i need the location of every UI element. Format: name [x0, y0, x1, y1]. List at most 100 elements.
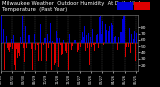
- Bar: [85, 43, 86, 51]
- Bar: [53, 43, 54, 44]
- Bar: [40, 24, 41, 43]
- Bar: [43, 43, 44, 45]
- Bar: [63, 40, 64, 43]
- Bar: [34, 34, 35, 43]
- Bar: [19, 43, 20, 56]
- Bar: [81, 40, 82, 43]
- Bar: [60, 43, 61, 45]
- Bar: [71, 43, 72, 50]
- Bar: [56, 31, 57, 43]
- Bar: [113, 43, 114, 61]
- Bar: [46, 43, 47, 62]
- Bar: [14, 43, 15, 65]
- Bar: [36, 33, 37, 43]
- Bar: [7, 43, 8, 48]
- Bar: [108, 31, 109, 43]
- Bar: [28, 35, 29, 43]
- Bar: [26, 43, 27, 48]
- Bar: [59, 38, 60, 43]
- Bar: [80, 43, 81, 47]
- Bar: [79, 35, 80, 43]
- Bar: [130, 43, 131, 53]
- Bar: [5, 39, 6, 43]
- Bar: [124, 16, 125, 43]
- Bar: [123, 16, 124, 43]
- Bar: [35, 43, 36, 50]
- Bar: [22, 16, 23, 43]
- Bar: [13, 35, 14, 43]
- Bar: [66, 43, 67, 53]
- Bar: [44, 38, 45, 43]
- Bar: [114, 37, 115, 43]
- Bar: [74, 39, 75, 43]
- Bar: [135, 43, 136, 61]
- Bar: [78, 43, 79, 50]
- Bar: [62, 43, 63, 54]
- Bar: [6, 36, 7, 43]
- Bar: [9, 43, 10, 52]
- Bar: [98, 43, 99, 48]
- Bar: [126, 43, 127, 47]
- Bar: [20, 37, 21, 43]
- Bar: [67, 43, 68, 58]
- Bar: [25, 26, 26, 43]
- Bar: [68, 43, 69, 70]
- Bar: [30, 43, 31, 68]
- Bar: [17, 43, 18, 58]
- Bar: [87, 43, 88, 48]
- Bar: [10, 43, 11, 47]
- Bar: [69, 34, 70, 43]
- Bar: [99, 17, 100, 43]
- Bar: [8, 43, 9, 50]
- Bar: [136, 33, 137, 43]
- Bar: [65, 43, 66, 51]
- Bar: [16, 43, 17, 49]
- Bar: [111, 23, 112, 43]
- Bar: [37, 43, 38, 45]
- Bar: [133, 39, 134, 43]
- Bar: [93, 43, 94, 45]
- Bar: [39, 43, 40, 57]
- Bar: [112, 25, 113, 43]
- Bar: [29, 35, 30, 43]
- Bar: [102, 21, 103, 43]
- Bar: [118, 37, 119, 43]
- Bar: [97, 34, 98, 43]
- Bar: [121, 32, 122, 43]
- Bar: [32, 43, 33, 70]
- Text: Milwaukee Weather  Outdoor Humidity  At Daily High  Temperature  (Past Year): Milwaukee Weather Outdoor Humidity At Da…: [2, 1, 143, 12]
- Bar: [1, 16, 2, 43]
- Bar: [15, 43, 16, 70]
- Bar: [95, 43, 96, 44]
- Bar: [3, 29, 4, 43]
- Bar: [84, 26, 85, 43]
- Bar: [38, 43, 39, 61]
- Bar: [96, 35, 97, 43]
- Bar: [77, 43, 78, 52]
- Bar: [57, 38, 58, 43]
- Bar: [88, 33, 89, 43]
- Bar: [100, 16, 101, 43]
- Bar: [83, 37, 84, 43]
- Bar: [86, 35, 87, 43]
- Bar: [75, 40, 76, 43]
- Bar: [128, 43, 129, 47]
- Bar: [119, 38, 120, 43]
- Bar: [55, 43, 56, 63]
- Bar: [50, 23, 51, 43]
- Bar: [58, 43, 59, 67]
- Bar: [89, 43, 90, 65]
- Bar: [116, 35, 117, 43]
- Bar: [47, 34, 48, 43]
- Bar: [117, 43, 118, 50]
- Bar: [41, 43, 42, 61]
- Bar: [125, 43, 126, 57]
- Bar: [103, 43, 104, 45]
- Bar: [18, 43, 19, 53]
- Bar: [109, 26, 110, 43]
- Bar: [31, 43, 32, 49]
- Bar: [107, 30, 108, 43]
- Bar: [45, 38, 46, 43]
- Bar: [115, 36, 116, 43]
- Bar: [94, 43, 95, 51]
